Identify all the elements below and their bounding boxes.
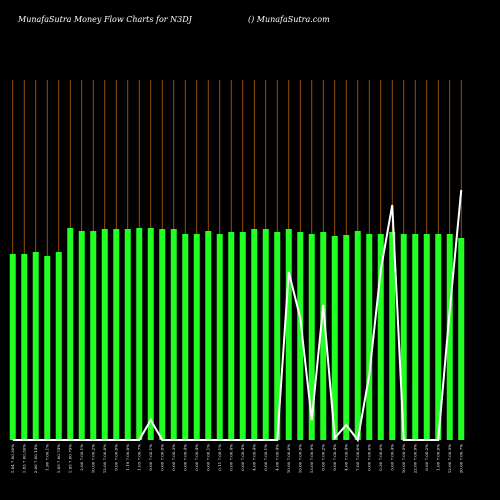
- bar: [182, 234, 189, 440]
- bar: [274, 232, 281, 440]
- x-tick-label: 20.00 7.00.7%: [458, 444, 463, 473]
- bar: [251, 229, 258, 440]
- bar: [67, 228, 74, 440]
- bar: [354, 231, 361, 440]
- x-tick-label: 10.00 7.00.5%: [401, 444, 406, 473]
- bar: [423, 234, 430, 440]
- x-tick-label: 1.83 7.00.30%: [21, 444, 26, 473]
- x-tick-label: 4.00 7.00.4%: [251, 444, 256, 471]
- bar: [193, 234, 200, 440]
- x-tick-label: 1.84 7.00.30%: [10, 444, 15, 473]
- x-tick-label: 0.00 7.00.4%: [194, 444, 199, 471]
- bar: [285, 229, 292, 440]
- x-tick-label: 1.90 7.00.1%: [44, 444, 49, 471]
- bar: [216, 234, 223, 440]
- bar: [343, 235, 350, 440]
- x-tick-label: 9.00 7.00.4%: [332, 444, 337, 471]
- x-tick-label: 22.00 7.00.9%: [412, 444, 417, 473]
- bar: [101, 229, 108, 440]
- x-tick-label: 8.00 7.00.2%: [320, 444, 325, 471]
- x-tick-label: 16.00 7.00.8%: [297, 444, 302, 473]
- bar: [55, 252, 62, 440]
- bar: [113, 229, 120, 440]
- bar: [297, 232, 304, 440]
- x-tick-label: 1.19 7.00.8%: [125, 444, 130, 471]
- bar: [205, 231, 212, 440]
- x-tick-label: 9.00 7.00.8%: [113, 444, 118, 471]
- x-tick-label: 1.85 7.00.74%: [56, 444, 61, 473]
- bar: [21, 254, 28, 440]
- x-tick-label: 2.00 7.00.1%: [79, 444, 84, 471]
- x-tick-label: 4.00 7.00.4%: [343, 444, 348, 471]
- bar: [44, 256, 51, 440]
- bar: [320, 232, 327, 440]
- bar: [331, 236, 338, 440]
- bar: [435, 234, 442, 440]
- x-tick-label: 4.00 7.00.4%: [274, 444, 279, 471]
- x-tick-label: 8.00 7.00.2%: [424, 444, 429, 471]
- x-tick-label: 0.00 7.00.3%: [171, 444, 176, 471]
- bar: [170, 229, 177, 440]
- bar: [400, 234, 407, 440]
- x-tick-label: 0.00 7.00.4%: [240, 444, 245, 471]
- bar: [90, 231, 97, 440]
- x-tick-label: 0.00 7.00.1%: [205, 444, 210, 471]
- x-tick-label: 0.00 7.00.8%: [159, 444, 164, 471]
- x-tick-label: 0.00 7.00.4%: [182, 444, 187, 471]
- x-tick-label: 0.00 7.00.4%: [228, 444, 233, 471]
- bar: [9, 254, 16, 440]
- bar: [366, 234, 373, 440]
- x-tick-label: 0.11 7.00.1%: [217, 444, 222, 471]
- x-tick-label: 0.00 7.00.6%: [366, 444, 371, 471]
- x-tick-label: 10.00 7.00.2%: [90, 444, 95, 473]
- bar: [377, 234, 384, 440]
- bar: [262, 229, 269, 440]
- bar: [228, 232, 235, 440]
- bar: [389, 232, 396, 440]
- bar: [458, 238, 465, 440]
- x-tick-label: 2.00 7.00.14%: [33, 444, 38, 473]
- x-tick-label: 1.00 7.00.6%: [435, 444, 440, 471]
- x-tick-label: 3.00 7.00.4%: [389, 444, 394, 471]
- bar: [78, 231, 85, 440]
- chart-subtitle: () MunafaSutra.com: [248, 15, 330, 24]
- x-tick-label: 1.05 7.00.7%: [136, 444, 141, 471]
- chart-title: MunafaSutra Money Flow Charts for N3DJ: [17, 15, 193, 24]
- bar: [32, 252, 39, 440]
- bar: [446, 234, 453, 440]
- x-tick-label: 0.30 7.00.6%: [378, 444, 383, 471]
- x-tick-label: 1.95 7.00.79%: [67, 444, 72, 473]
- bar: [412, 234, 419, 440]
- x-tick-label: 12.00 7.00.5%: [447, 444, 452, 473]
- line: [12, 189, 463, 443]
- bar: [136, 228, 143, 440]
- x-tick-label: 13.00 7.00.9%: [309, 444, 314, 473]
- bar: [124, 229, 131, 440]
- bar: [159, 229, 166, 440]
- bar: [147, 228, 154, 440]
- x-tick-label: 6.00 7.00.1%: [263, 444, 268, 471]
- x-tick-label: 9.00 7.00.1%: [148, 444, 153, 471]
- bar: [308, 234, 315, 440]
- x-tick-label: 12.00 7.00.8%: [102, 444, 107, 473]
- x-tick-label: 7.00 7.00.6%: [355, 444, 360, 471]
- bar: [239, 232, 246, 440]
- x-tick-label: 10.00 7.00.8%: [286, 444, 291, 473]
